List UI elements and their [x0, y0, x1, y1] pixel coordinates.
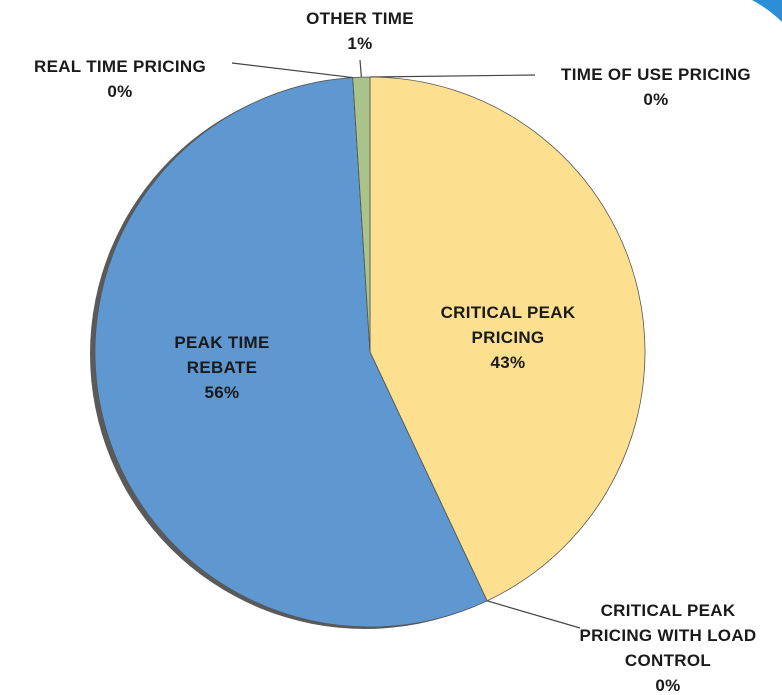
slice-label: PEAK TIME REBATE 56% [157, 330, 287, 405]
leader-line [359, 59, 362, 78]
leader-line [369, 74, 536, 78]
pie-slice [369, 76, 646, 602]
slice-name: TIME OF USE PRICING [561, 65, 751, 84]
slice-label: TIME OF USE PRICING 0% [533, 62, 779, 112]
slice-label: CRITICAL PEAK PRICING 43% [408, 300, 608, 375]
slice-value: 0% [655, 676, 681, 695]
slice-label: CRITICAL PEAK PRICING WITH LOAD CONTROL 0… [573, 598, 763, 695]
slice-label: REAL TIME PRICING 0% [0, 54, 240, 104]
slice-value: 0% [643, 90, 669, 109]
slice-name: PEAK TIME REBATE [174, 333, 270, 377]
leader-line [486, 600, 581, 629]
slice-name: CRITICAL PEAK PRICING WITH LOAD CONTROL [579, 601, 757, 670]
slice-value: 0% [107, 82, 133, 101]
slice-name: REAL TIME PRICING [34, 57, 206, 76]
slice-name: CRITICAL PEAK PRICING [440, 303, 576, 347]
slice-value: 43% [490, 353, 526, 372]
slice-value: 56% [204, 383, 240, 402]
pie-slice [94, 77, 488, 628]
slice-name: OTHER TIME [306, 9, 414, 28]
slice-value: 1% [347, 34, 373, 53]
leader-line [231, 62, 353, 79]
slice-label: OTHER TIME 1% [260, 6, 460, 56]
corner-decoration [752, 0, 782, 22]
